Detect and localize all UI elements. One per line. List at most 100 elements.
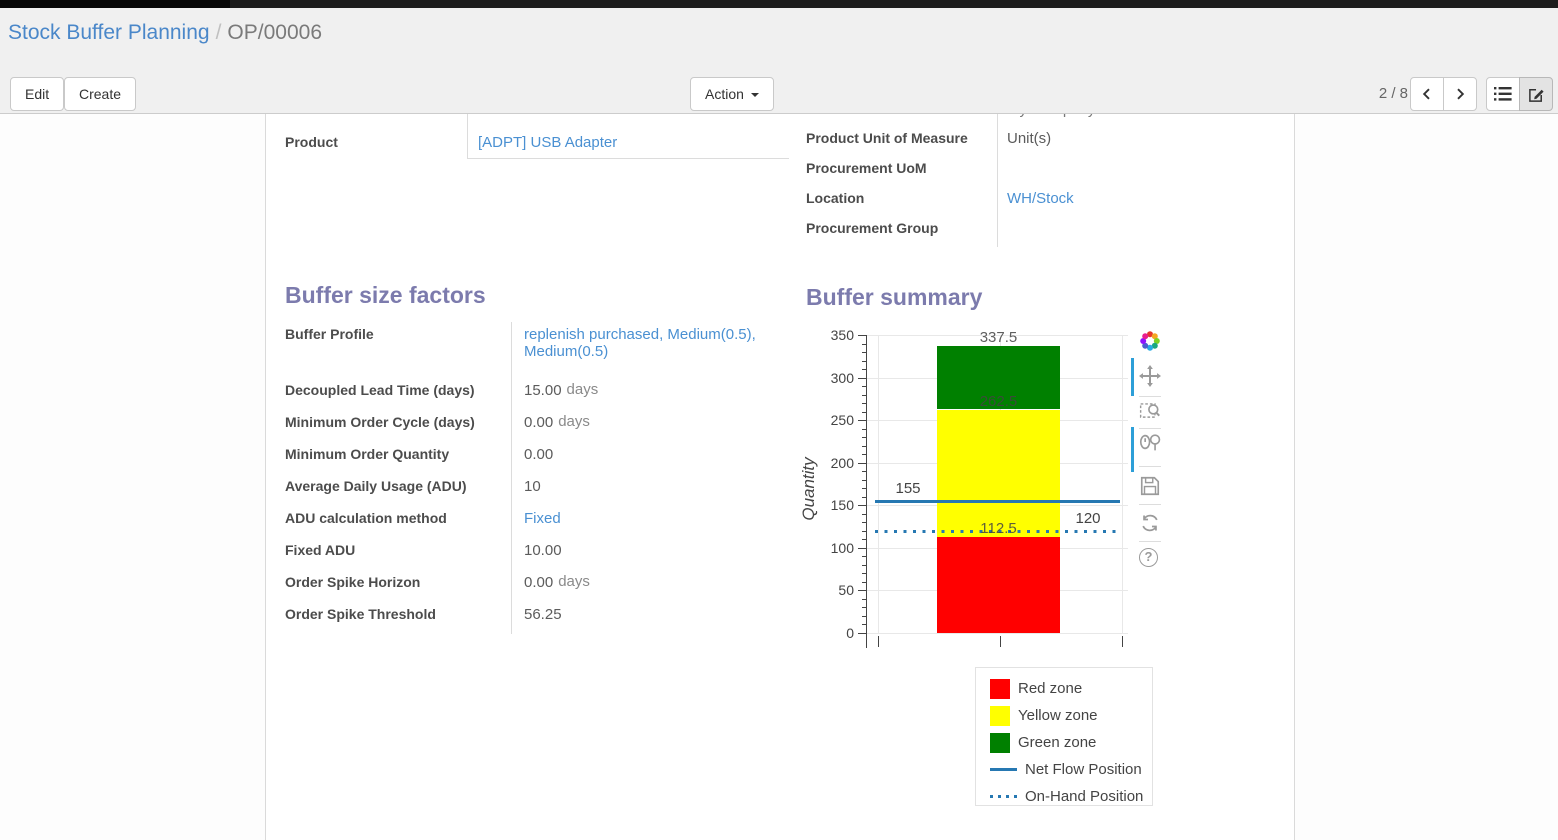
field-value-buffer-profile-link[interactable]: replenish purchased, Medium(0.5), Medium…: [524, 326, 756, 360]
create-button[interactable]: Create: [64, 77, 137, 111]
chart-yaxis-title: Quantity: [799, 457, 818, 521]
bar-value-label: 337.5: [979, 328, 1018, 346]
chart-ytick: [858, 505, 866, 507]
chart-ytick-minor: [862, 598, 866, 600]
chart-ytick-minor: [862, 564, 866, 566]
navbar-active-menu[interactable]: [0, 0, 230, 8]
field-label-dlt: Decoupled Lead Time (days): [285, 382, 475, 398]
chart-ytick-minor: [862, 513, 866, 515]
pager-previous-button[interactable]: [1410, 77, 1444, 111]
chart-ytick-minor: [862, 479, 866, 481]
buffer-summary-chart[interactable]: 0 50 100 150 200 250 300 350 112.5 262.5 337.5 155 1…: [831, 327, 1128, 648]
field-value-procurement-uom: [997, 156, 1295, 186]
chart-ytick-minor: [862, 428, 866, 430]
legend-swatch: [990, 705, 1010, 726]
field-value-procurement-group: [997, 216, 1295, 246]
modebar-separator: [1139, 396, 1161, 397]
box-zoom-icon[interactable]: [1139, 399, 1161, 421]
pager-next-button[interactable]: [1443, 77, 1477, 111]
field-label-min-order-qty: Minimum Order Quantity: [285, 446, 450, 462]
chart-ytick-label: 350: [830, 327, 854, 343]
zoom-in-out-icon[interactable]: [1139, 431, 1161, 453]
field-row: Procurement UoM: [806, 156, 1295, 186]
field-value-adu: 10: [524, 478, 541, 495]
field-label-product: Product: [285, 134, 338, 150]
chart-ytick-minor: [862, 615, 866, 617]
chart-ytick-minor: [862, 445, 866, 447]
field-unit-dlt: days: [566, 381, 599, 398]
field-row: Decoupled Lead Time (days) 15.00 days: [285, 378, 777, 410]
chart-ytick-minor: [862, 411, 866, 413]
form-view-button[interactable]: [1519, 77, 1553, 111]
chart-ytick-minor: [862, 386, 866, 388]
field-row: Fixed ADU 10.00: [285, 538, 777, 570]
chevron-down-icon: [750, 93, 759, 98]
legend-item-net-flow-position[interactable]: Net Flow Position: [976, 756, 1152, 783]
pager-value[interactable]: 2 / 8: [1378, 85, 1408, 102]
chart-gridline: [866, 633, 1128, 634]
legend-item-on-hand-position[interactable]: On-Hand Position: [976, 783, 1152, 810]
field-label-product-uom: Product Unit of Measure: [806, 130, 968, 146]
field-group-right: Product Unit of Measure Unit(s) Procurem…: [806, 126, 1295, 246]
field-row: Order Spike Threshold 56.25: [285, 602, 777, 634]
field-unit-order-spike-horizon: days: [558, 573, 590, 590]
pager-buttons: [1410, 77, 1477, 111]
edit-button[interactable]: Edit: [10, 77, 65, 111]
legend-item-yellow-zone[interactable]: Yellow zone: [976, 702, 1152, 729]
help-icon[interactable]: ?: [1139, 548, 1161, 570]
modebar-indicator-bar: [1131, 427, 1134, 472]
pan-icon[interactable]: [1139, 365, 1161, 387]
field-value-adu-method-link[interactable]: Fixed: [524, 510, 561, 527]
action-dropdown-button[interactable]: Action: [690, 77, 774, 111]
field-label-fixed-adu: Fixed ADU: [285, 542, 356, 558]
legend-label: Red zone: [1018, 680, 1083, 697]
chart-xtick: [1000, 636, 1001, 647]
yellow-zone-bar[interactable]: [937, 409, 1060, 538]
field-separator-right: [997, 114, 998, 247]
chart-ytick: [858, 547, 866, 549]
action-label: Action: [705, 86, 744, 102]
breadcrumb-parent-link[interactable]: Stock Buffer Planning: [8, 21, 210, 44]
legend-label: Green zone: [1018, 734, 1097, 751]
red-zone-bar[interactable]: [937, 537, 1060, 633]
reset-axes-icon[interactable]: [1139, 512, 1161, 534]
legend-label: Yellow zone: [1018, 707, 1098, 724]
plotly-logo-icon[interactable]: [1139, 330, 1161, 352]
chart-ytick-minor: [862, 454, 866, 456]
chart-xtick: [878, 636, 879, 647]
modebar-separator: [1139, 504, 1161, 505]
list-icon: [1494, 87, 1512, 101]
modebar-separator: [1139, 541, 1161, 542]
chart-gridline: [878, 335, 879, 633]
on-hand-position-label: 120: [1075, 509, 1101, 527]
field-row: Procurement Group: [806, 216, 1295, 246]
chart-ytick-minor: [862, 488, 866, 490]
chart-modebar: ?: [1131, 328, 1165, 578]
bar-value-label: 112.5: [980, 520, 1017, 538]
legend-swatch: [990, 768, 1017, 771]
field-underline-left: [467, 158, 789, 159]
field-label-order-spike-horizon: Order Spike Horizon: [285, 574, 421, 590]
chart-ytick-minor: [862, 343, 866, 345]
chevron-right-icon: [1457, 88, 1465, 100]
chart-ytick: [858, 377, 866, 379]
chart-ytick-minor: [862, 360, 866, 362]
green-zone-bar[interactable]: [937, 345, 1060, 410]
chart-ytick: [858, 633, 866, 634]
chart-ytick-minor: [862, 403, 866, 405]
breadcrumb: Stock Buffer Planning / OP/00006: [8, 21, 322, 45]
field-value-product-link[interactable]: [ADPT] USB Adapter: [478, 134, 618, 151]
field-row: Average Daily Usage (ADU) 10: [285, 474, 777, 506]
legend-item-green-zone[interactable]: Green zone: [976, 729, 1152, 756]
field-label-procurement-group: Procurement Group: [806, 220, 939, 236]
field-row: Order Spike Horizon 0.00 days: [285, 570, 777, 602]
field-value-location-link[interactable]: WH/Stock: [1007, 190, 1074, 207]
save-icon[interactable]: [1139, 475, 1161, 497]
chart-ytick-minor: [862, 556, 866, 558]
chart-ytick-label: 200: [830, 454, 854, 471]
list-view-button[interactable]: [1486, 77, 1520, 111]
legend-label: On-Hand Position: [1025, 788, 1144, 805]
chart-ytick-minor: [862, 573, 866, 575]
legend-item-red-zone[interactable]: Red zone: [976, 675, 1152, 702]
field-value-order-spike-threshold: 56.25: [524, 606, 562, 623]
